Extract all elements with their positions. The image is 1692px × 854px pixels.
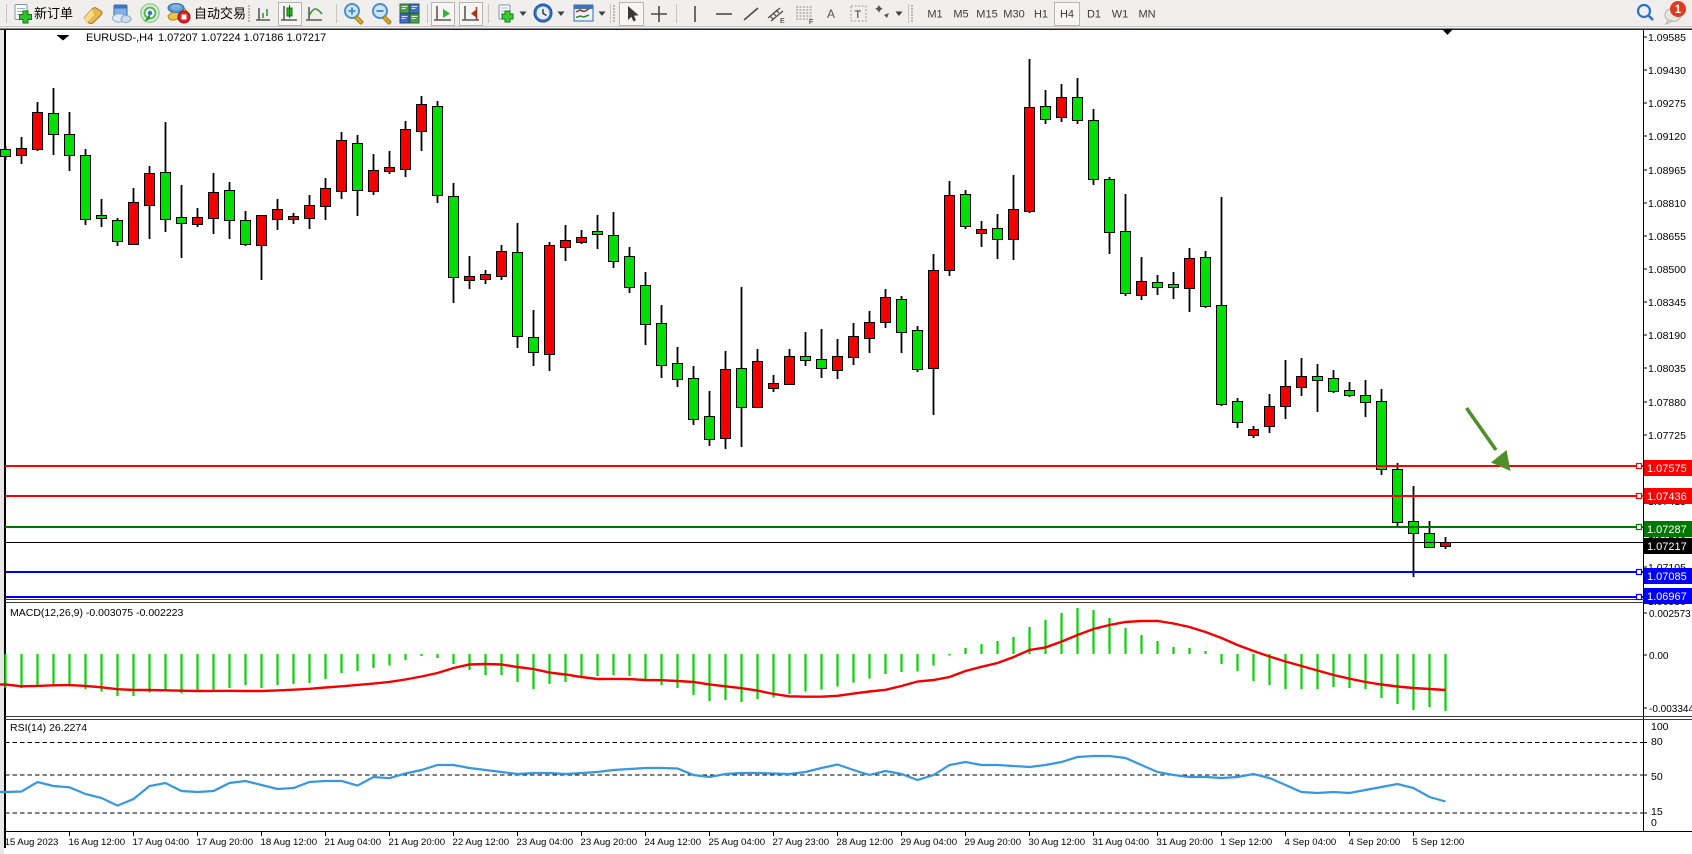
- svg-text:25 Aug 04:00: 25 Aug 04:00: [709, 837, 766, 848]
- svg-text:28 Aug 12:00: 28 Aug 12:00: [837, 837, 894, 848]
- svg-text:H1: H1: [1034, 9, 1048, 21]
- svg-text:1.07085: 1.07085: [1647, 571, 1687, 583]
- svg-text:22 Aug 12:00: 22 Aug 12:00: [453, 837, 510, 848]
- svg-text:31 Aug 04:00: 31 Aug 04:00: [1093, 837, 1150, 848]
- svg-text:17 Aug 20:00: 17 Aug 20:00: [197, 837, 254, 848]
- svg-text:W1: W1: [1112, 9, 1129, 21]
- svg-text:23 Aug 20:00: 23 Aug 20:00: [581, 837, 638, 848]
- svg-text:新订单: 新订单: [34, 6, 73, 21]
- svg-text:RSI(14) 26.2274: RSI(14) 26.2274: [10, 722, 87, 734]
- svg-text:M1: M1: [927, 9, 942, 21]
- svg-text:M15: M15: [976, 9, 997, 21]
- svg-text:M30: M30: [1003, 9, 1024, 21]
- svg-text:1.09275: 1.09275: [1648, 98, 1686, 110]
- svg-text:4 Sep 04:00: 4 Sep 04:00: [1285, 837, 1337, 848]
- svg-text:1.06967: 1.06967: [1647, 591, 1687, 603]
- svg-text:15: 15: [1651, 806, 1663, 818]
- svg-text:1.07575: 1.07575: [1647, 463, 1687, 475]
- svg-text:1.07880: 1.07880: [1648, 397, 1686, 409]
- svg-text:1.07207 1.07224 1.07186 1.0721: 1.07207 1.07224 1.07186 1.07217: [158, 32, 326, 44]
- svg-text:80: 80: [1651, 736, 1663, 748]
- svg-text:1.09585: 1.09585: [1648, 32, 1686, 44]
- svg-text:1.07217: 1.07217: [1647, 541, 1687, 553]
- svg-text:1.08965: 1.08965: [1648, 165, 1686, 177]
- svg-text:1.08345: 1.08345: [1648, 297, 1686, 309]
- svg-text:5 Sep 12:00: 5 Sep 12:00: [1413, 837, 1465, 848]
- svg-text:23 Aug 04:00: 23 Aug 04:00: [517, 837, 574, 848]
- svg-text:D1: D1: [1087, 9, 1101, 21]
- svg-text:18 Aug 12:00: 18 Aug 12:00: [261, 837, 318, 848]
- svg-text:1.08500: 1.08500: [1648, 264, 1686, 276]
- svg-text:E: E: [780, 18, 785, 25]
- svg-text:21 Aug 20:00: 21 Aug 20:00: [389, 837, 446, 848]
- svg-text:1.09120: 1.09120: [1648, 131, 1686, 143]
- svg-text:1.09430: 1.09430: [1648, 65, 1686, 77]
- svg-text:1.08190: 1.08190: [1648, 330, 1686, 342]
- svg-text:1.07725: 1.07725: [1648, 430, 1686, 442]
- svg-text:17 Aug 04:00: 17 Aug 04:00: [133, 837, 190, 848]
- svg-text:0: 0: [1651, 817, 1657, 829]
- svg-text:A: A: [827, 7, 835, 21]
- svg-text:MN: MN: [1138, 9, 1155, 21]
- svg-text:100: 100: [1651, 721, 1669, 733]
- svg-text:24 Aug 12:00: 24 Aug 12:00: [645, 837, 702, 848]
- svg-text:1.07287: 1.07287: [1647, 524, 1687, 536]
- svg-text:29 Aug 04:00: 29 Aug 04:00: [901, 837, 958, 848]
- svg-text:1 Sep 12:00: 1 Sep 12:00: [1221, 837, 1273, 848]
- svg-text:自动交易: 自动交易: [194, 6, 246, 21]
- svg-text:EURUSD-,H4: EURUSD-,H4: [86, 32, 153, 44]
- svg-text:31 Aug 20:00: 31 Aug 20:00: [1157, 837, 1214, 848]
- svg-text:1: 1: [1675, 4, 1682, 16]
- svg-text:16 Aug 12:00: 16 Aug 12:00: [69, 837, 126, 848]
- svg-text:29 Aug 20:00: 29 Aug 20:00: [965, 837, 1022, 848]
- svg-text:MACD(12,26,9) -0.003075 -0.002: MACD(12,26,9) -0.003075 -0.002223: [10, 607, 184, 619]
- svg-text:0.00: 0.00: [1649, 651, 1669, 662]
- svg-text:4 Sep 20:00: 4 Sep 20:00: [1349, 837, 1401, 848]
- svg-text:15 Aug 2023: 15 Aug 2023: [5, 837, 59, 848]
- svg-text:F: F: [809, 19, 813, 26]
- svg-text:M5: M5: [953, 9, 968, 21]
- svg-text:0.002573: 0.002573: [1649, 609, 1691, 620]
- svg-text:H4: H4: [1060, 9, 1074, 21]
- svg-text:T: T: [855, 9, 862, 21]
- svg-text:21 Aug 04:00: 21 Aug 04:00: [325, 837, 382, 848]
- svg-text:1.08655: 1.08655: [1648, 231, 1686, 243]
- svg-text:1.08035: 1.08035: [1648, 363, 1686, 375]
- svg-text:50: 50: [1651, 771, 1663, 783]
- svg-text:27 Aug 23:00: 27 Aug 23:00: [773, 837, 830, 848]
- svg-text:1.07436: 1.07436: [1647, 491, 1687, 503]
- svg-text:-0.003344: -0.003344: [1649, 704, 1692, 715]
- svg-text:30 Aug 12:00: 30 Aug 12:00: [1029, 837, 1086, 848]
- svg-text:1.08810: 1.08810: [1648, 198, 1686, 210]
